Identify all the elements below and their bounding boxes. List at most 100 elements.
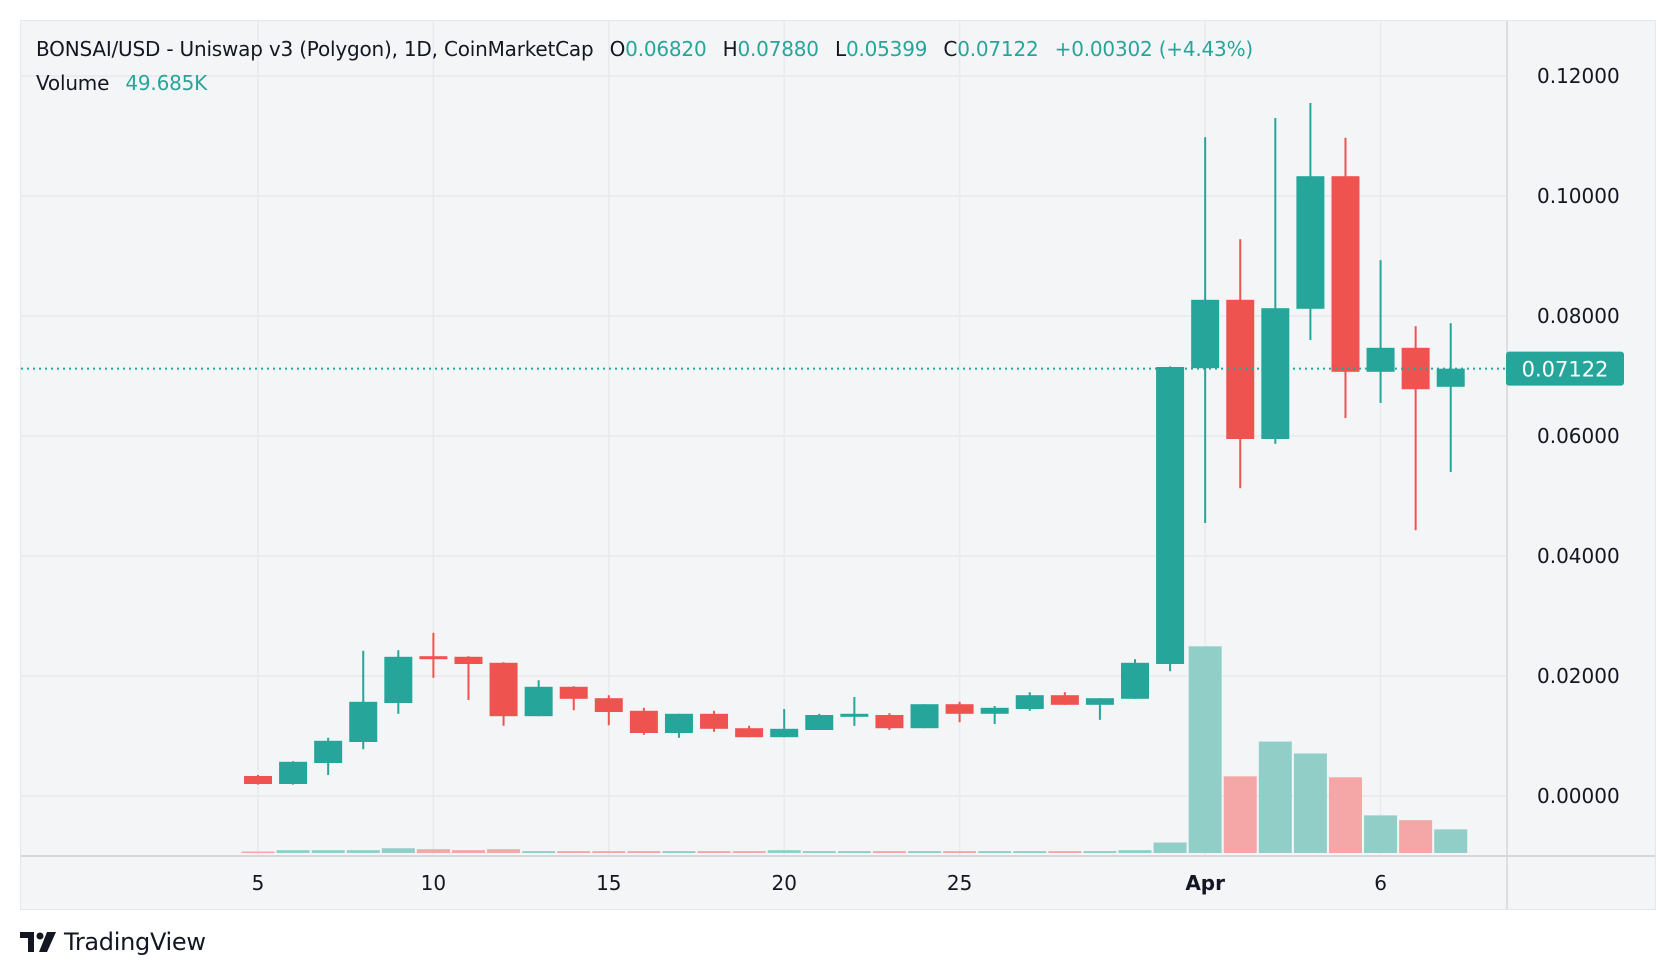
- candle-body: [454, 656, 483, 664]
- volume-bar: [451, 850, 485, 853]
- candle: [980, 706, 1009, 724]
- volume-bar: [592, 851, 626, 853]
- candle: [419, 632, 448, 678]
- volume-bar: [697, 851, 731, 853]
- candle-wick: [1274, 118, 1277, 444]
- x-tick-label: 10: [421, 871, 446, 895]
- candle-body: [840, 713, 869, 717]
- volume-label: Volume: [36, 71, 110, 95]
- candle-wick: [432, 632, 435, 678]
- low-value: 0.05399: [845, 37, 928, 61]
- y-tick-label: 0.04000: [1537, 544, 1620, 568]
- candle-wick: [993, 706, 996, 724]
- candle-body: [279, 761, 308, 784]
- candle: [1261, 118, 1290, 444]
- candle-body: [1050, 695, 1079, 705]
- candle: [875, 713, 904, 730]
- volume-bar: [311, 850, 345, 853]
- y-tick-label: 0.06000: [1537, 424, 1620, 448]
- volume-bar: [627, 851, 661, 853]
- candle-wick: [1379, 260, 1382, 403]
- volume-bar: [1083, 851, 1117, 853]
- symbol-title: BONSAI/USD - Uniswap v3 (Polygon), 1D, C…: [36, 37, 594, 61]
- candle-wick: [853, 697, 856, 726]
- volume-bar: [522, 851, 556, 853]
- candle: [1366, 260, 1395, 403]
- tradingview-logo[interactable]: TradingView: [20, 928, 206, 956]
- candle-body: [419, 656, 448, 660]
- candle-body: [489, 662, 518, 717]
- candle-body: [1121, 662, 1149, 699]
- candle: [1191, 137, 1220, 523]
- volume-bar: [978, 851, 1012, 853]
- candle: [1401, 326, 1430, 531]
- volume-bar: [1153, 842, 1187, 853]
- close-value: 0.07122: [957, 37, 1039, 61]
- low-label: L: [834, 37, 846, 61]
- open-value: 0.06820: [625, 37, 707, 61]
- candle-body: [384, 656, 413, 703]
- high-label: H: [722, 37, 738, 61]
- candle: [244, 775, 272, 785]
- x-tick-label: Apr: [1185, 871, 1225, 895]
- volume-bar: [1434, 829, 1468, 853]
- last-price-label: 0.07122: [1522, 358, 1609, 382]
- x-tick-label: 20: [771, 871, 796, 895]
- volume-bar: [1364, 815, 1398, 853]
- candle-body: [875, 715, 904, 729]
- volume-bar: [1328, 777, 1362, 853]
- candle: [1156, 366, 1185, 672]
- candle-body: [910, 704, 939, 729]
- candle-wick: [1098, 698, 1101, 720]
- y-tick-label: 0.00000: [1537, 784, 1620, 808]
- volume-bar: [1048, 851, 1082, 853]
- candle: [279, 761, 308, 785]
- candle-body: [559, 686, 588, 699]
- candle: [594, 695, 623, 726]
- candle: [945, 701, 974, 723]
- candle-body: [349, 701, 378, 742]
- candle-body: [1085, 698, 1114, 705]
- candle: [559, 686, 588, 711]
- volume-bar: [1223, 776, 1257, 853]
- candle: [1296, 103, 1325, 340]
- volume-bar: [662, 851, 696, 853]
- last-price-badge: [1506, 351, 1624, 386]
- volume-bar: [837, 851, 871, 853]
- volume-bar: [381, 848, 415, 853]
- volume-bar: [1188, 646, 1222, 853]
- candle: [700, 710, 729, 732]
- candle: [629, 707, 658, 735]
- candle: [1331, 137, 1360, 419]
- candle-body: [700, 713, 729, 729]
- candle: [770, 709, 799, 738]
- tradingview-logo-text: TradingView: [64, 928, 206, 956]
- volume-bar: [346, 850, 380, 853]
- volume-bar: [1293, 753, 1327, 853]
- candle-body: [1191, 299, 1220, 369]
- volume-bar: [732, 851, 766, 853]
- candle-body: [594, 698, 623, 712]
- candle-body: [664, 713, 693, 733]
- candle-body: [1156, 367, 1185, 664]
- candle-body: [1015, 695, 1044, 709]
- candle-body: [770, 728, 799, 738]
- y-tick-label: 0.10000: [1537, 184, 1620, 208]
- volume-bar: [943, 851, 977, 853]
- candle: [314, 737, 343, 775]
- volume-bar: [557, 851, 591, 853]
- candle-body: [1401, 347, 1430, 390]
- volume-bar: [276, 850, 310, 853]
- y-tick-label: 0.12000: [1537, 64, 1620, 88]
- candle-wick: [467, 656, 470, 700]
- x-tick-label: 15: [596, 871, 621, 895]
- candle: [1121, 659, 1149, 699]
- candle: [349, 650, 378, 750]
- candle: [840, 697, 869, 726]
- volume-bar: [908, 851, 942, 853]
- y-tick-label: 0.02000: [1537, 664, 1620, 688]
- candle: [489, 662, 518, 726]
- candle-body: [314, 740, 343, 763]
- volume-value: 49.685K: [125, 71, 208, 95]
